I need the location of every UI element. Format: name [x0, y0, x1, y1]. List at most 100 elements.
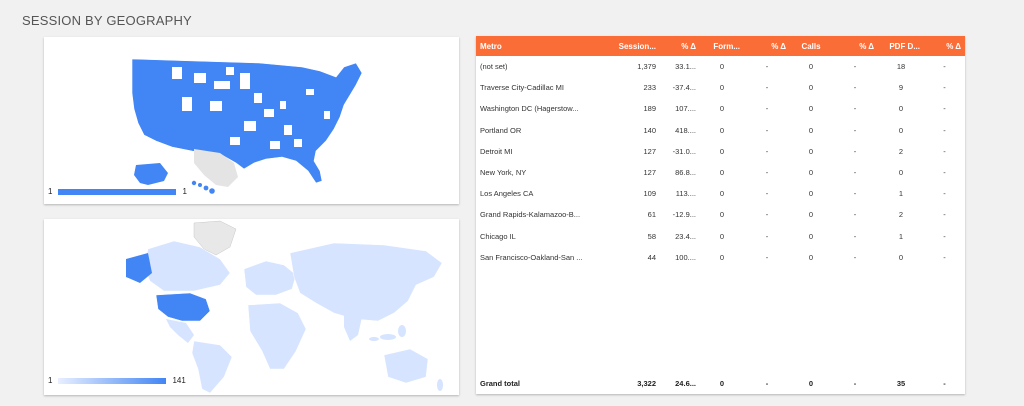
- calls-cell: 0: [808, 210, 814, 220]
- table-row[interactable]: Chicago IL 58 23.4... 0 - 0 - 1 -: [476, 226, 965, 247]
- forms-delta-cell: -: [765, 252, 769, 262]
- pdf-cell: 2: [898, 210, 904, 220]
- pdf-cell: 0: [898, 252, 904, 262]
- calls-cell: 0: [808, 146, 814, 156]
- legend-min-label: 1: [48, 187, 53, 196]
- sessions-delta-cell: 23.4...: [675, 231, 696, 241]
- legend-max-label: 1: [182, 187, 187, 196]
- calls-delta-cell: -: [853, 210, 857, 220]
- central-america-shape[interactable]: [166, 319, 194, 343]
- table-row[interactable]: Portland OR 140 418.... 0 - 0 - 0 -: [476, 120, 965, 141]
- column-header-metro[interactable]: Metro: [480, 41, 502, 51]
- forms-delta-cell: -: [765, 62, 769, 72]
- asia-shape[interactable]: [289, 242, 443, 322]
- calls-cell: 0: [808, 189, 814, 199]
- forms-cell: 0: [719, 125, 725, 135]
- column-header-calls-delta[interactable]: % Δ: [859, 41, 874, 51]
- pdf-cell: 0: [898, 168, 904, 178]
- forms-cell: 0: [719, 189, 725, 199]
- calls-delta-cell: -: [853, 231, 857, 241]
- table-row[interactable]: Washington DC (Hagerstow... 189 107.... 0 - 0…: [476, 98, 965, 119]
- column-header-forms[interactable]: Form...: [713, 41, 740, 51]
- hawaii-shape[interactable]: [191, 180, 215, 194]
- forms-delta-cell: -: [765, 146, 769, 156]
- forms-cell: 0: [719, 210, 725, 220]
- table-row[interactable]: Traverse City-Cadillac MI 233 -37.4... 0 - 0 -…: [476, 77, 965, 98]
- metro-cell: Chicago IL: [480, 231, 516, 241]
- forms-cell: 0: [719, 231, 725, 241]
- grand-total-label: Grand total: [480, 378, 521, 388]
- india-shape[interactable]: [344, 315, 362, 341]
- legend-max-label: 141: [172, 376, 186, 385]
- sessions-cell: 127: [643, 168, 656, 178]
- calls-delta-cell: -: [853, 252, 857, 262]
- table-row[interactable]: San Francisco-Oakland-San ... 44 100.... 0 -…: [476, 247, 965, 268]
- sessions-delta-cell: 86.8...: [675, 168, 696, 178]
- sessions-cell: 140: [643, 125, 656, 135]
- column-header-calls[interactable]: Calls: [801, 41, 821, 51]
- australia-shape[interactable]: [383, 348, 429, 384]
- pdf-delta-cell: -: [943, 62, 946, 72]
- us-map-card[interactable]: 1 1: [44, 37, 459, 204]
- pdf-delta-cell: -: [943, 252, 946, 262]
- pdf-cell: 1: [898, 231, 904, 241]
- table-row[interactable]: New York, NY 127 86.8... 0 - 0 - 0 -: [476, 162, 965, 183]
- alaska-shape[interactable]: [134, 163, 168, 185]
- alaska-world-shape[interactable]: [126, 253, 152, 283]
- sessions-delta-cell: 418....: [675, 125, 696, 135]
- table-row[interactable]: Los Angeles CA 109 113.... 0 - 0 - 1 -: [476, 183, 965, 204]
- southeast-asia-islands[interactable]: [369, 325, 406, 341]
- us-geo-map[interactable]: [44, 37, 459, 204]
- sessions-delta-cell: -37.4...: [672, 83, 696, 93]
- usa-world-shape[interactable]: [155, 292, 211, 322]
- forms-cell: 0: [719, 104, 725, 114]
- calls-delta-cell: -: [853, 168, 857, 178]
- world-geo-map[interactable]: [44, 219, 459, 395]
- us-texas-area[interactable]: [194, 149, 238, 187]
- south-america-shape[interactable]: [191, 340, 233, 394]
- sessions-cell: 58: [647, 231, 656, 241]
- calls-cell: 0: [808, 125, 814, 135]
- europe-shape[interactable]: [243, 260, 297, 296]
- metro-cell: Los Angeles CA: [480, 189, 534, 199]
- pdf-cell: 18: [896, 62, 906, 72]
- column-header-pdf-downloads[interactable]: PDF D...: [889, 41, 920, 51]
- grand-total-forms: 0: [719, 378, 725, 388]
- sessions-delta-cell: 113....: [675, 189, 696, 199]
- metro-table: Metro Session... % Δ Form... % Δ Calls %…: [476, 36, 965, 268]
- metro-cell: Traverse City-Cadillac MI: [480, 83, 564, 93]
- pdf-delta-cell: -: [943, 104, 946, 114]
- africa-shape[interactable]: [247, 302, 307, 370]
- metro-cell: Grand Rapids-Kalamazoo-B...: [480, 210, 581, 220]
- sessions-cell: 127: [643, 146, 656, 156]
- column-header-sessions-delta[interactable]: % Δ: [681, 41, 696, 51]
- column-header-sessions[interactable]: Session...: [618, 41, 656, 51]
- pdf-delta-cell: -: [943, 146, 946, 156]
- metro-cell: San Francisco-Oakland-San ...: [480, 252, 583, 262]
- table-row[interactable]: Grand Rapids-Kalamazoo-B... 61 -12.9... 0 - 0…: [476, 204, 965, 225]
- world-map-card[interactable]: 1 141: [44, 219, 459, 395]
- canada-shape[interactable]: [143, 240, 231, 292]
- column-header-pdf-delta[interactable]: % Δ: [946, 41, 961, 51]
- table-row[interactable]: Detroit MI 127 -31.0... 0 - 0 - 2 -: [476, 141, 965, 162]
- pdf-delta-cell: -: [943, 83, 946, 93]
- sessions-delta-cell: -31.0...: [672, 146, 696, 156]
- grand-total-row: Grand total 3,322 24.6... 0 - 0 - 35 -: [476, 374, 965, 392]
- table-row[interactable]: (not set) 1,379 33.1... 0 - 0 - 18 -: [476, 56, 965, 77]
- sessions-delta-cell: 107....: [675, 104, 696, 114]
- pdf-cell: 9: [898, 83, 904, 93]
- metro-table-card: Metro Session... % Δ Form... % Δ Calls %…: [476, 36, 965, 394]
- new-zealand-shape[interactable]: [437, 379, 443, 391]
- forms-delta-cell: -: [765, 125, 769, 135]
- sessions-cell: 1,379: [637, 62, 656, 72]
- greenland-shape[interactable]: [193, 220, 237, 256]
- grand-total-sessions-delta: 24.6...: [675, 378, 696, 388]
- column-header-forms-delta[interactable]: % Δ: [771, 41, 786, 51]
- calls-cell: 0: [808, 83, 814, 93]
- metro-table-body: Metro Session... % Δ Form... % Δ Calls %…: [476, 36, 965, 352]
- grand-total-calls: 0: [808, 378, 814, 388]
- grand-total-calls-delta: -: [853, 378, 857, 388]
- calls-cell: 0: [808, 252, 814, 262]
- forms-delta-cell: -: [765, 83, 769, 93]
- metro-cell: Detroit MI: [480, 146, 513, 156]
